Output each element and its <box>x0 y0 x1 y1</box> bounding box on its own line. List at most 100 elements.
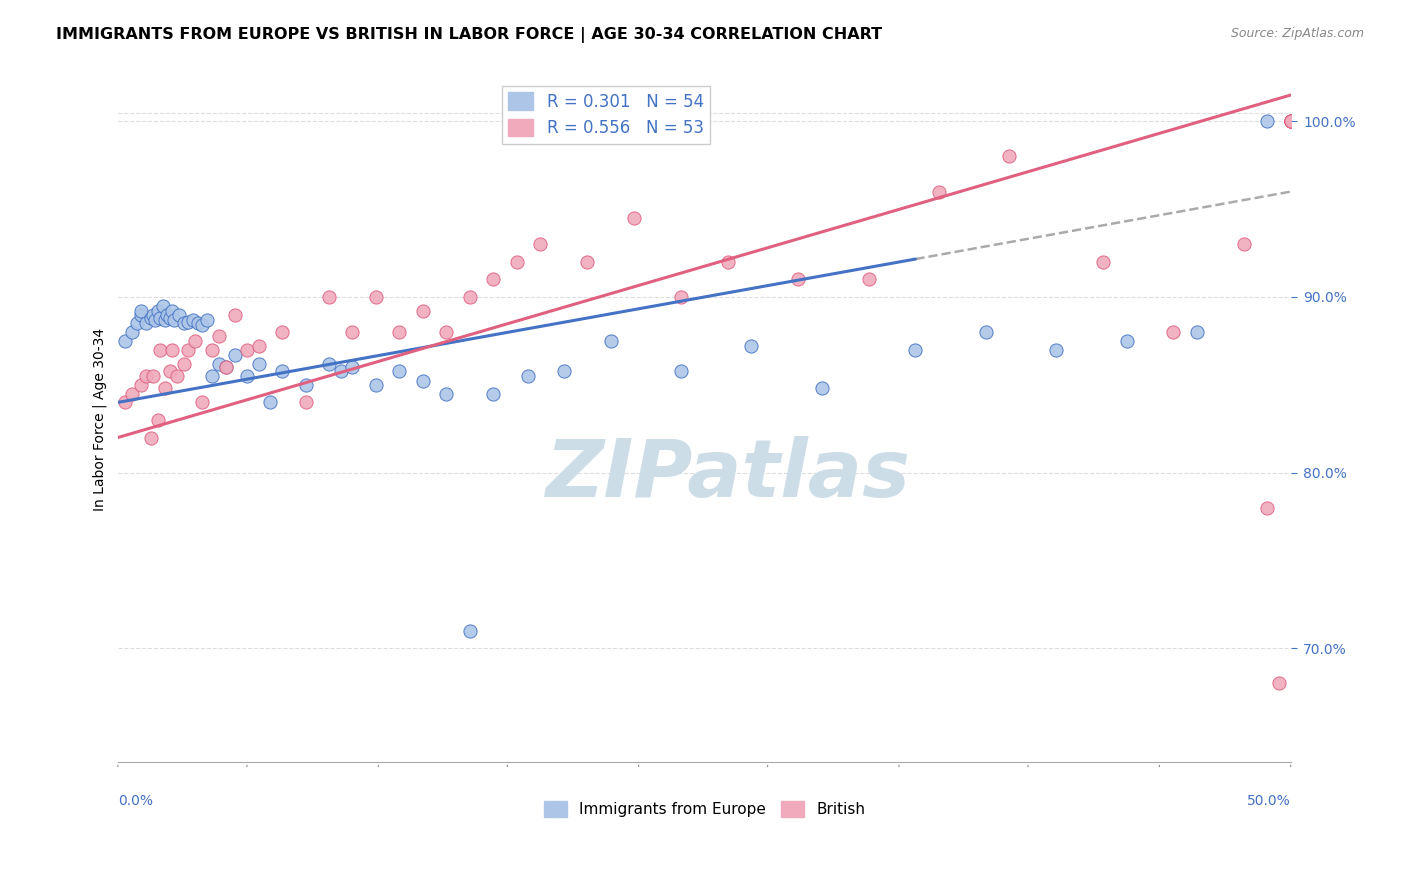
Point <box>146 304 169 318</box>
Point <box>329 364 352 378</box>
Point <box>166 369 188 384</box>
Point <box>142 308 165 322</box>
Point <box>787 272 810 286</box>
Point <box>259 395 281 409</box>
Point <box>1256 114 1278 128</box>
Point <box>149 311 172 326</box>
Point <box>149 343 172 357</box>
Point <box>529 237 551 252</box>
Legend: Immigrants from Europe, British: Immigrants from Europe, British <box>537 795 872 823</box>
Point <box>928 185 950 199</box>
Point <box>114 334 136 348</box>
Point <box>623 211 645 225</box>
Point <box>342 325 364 339</box>
Point <box>156 308 179 322</box>
Point <box>342 360 364 375</box>
Point <box>1163 325 1185 339</box>
Point <box>247 339 270 353</box>
Point <box>1279 114 1302 128</box>
Point <box>195 313 218 327</box>
Point <box>1092 255 1115 269</box>
Point <box>482 386 505 401</box>
Point <box>135 369 157 384</box>
Point <box>1279 114 1302 128</box>
Point <box>135 316 157 330</box>
Point <box>159 364 181 378</box>
Point <box>159 311 181 326</box>
Point <box>318 357 340 371</box>
Point <box>458 290 481 304</box>
Point <box>153 381 176 395</box>
Point <box>1279 114 1302 128</box>
Point <box>271 325 294 339</box>
Point <box>160 343 183 357</box>
Point <box>121 325 143 339</box>
Point <box>904 343 927 357</box>
Point <box>191 395 214 409</box>
Point <box>717 255 740 269</box>
Point <box>271 364 294 378</box>
Point <box>139 311 162 326</box>
Point <box>177 343 200 357</box>
Point <box>121 386 143 401</box>
Point <box>505 255 527 269</box>
Point <box>224 348 246 362</box>
Point <box>1268 676 1291 690</box>
Point <box>998 149 1021 163</box>
Point <box>187 316 209 330</box>
Point <box>184 334 207 348</box>
Point <box>208 357 231 371</box>
Point <box>131 308 153 322</box>
Point <box>236 343 259 357</box>
Point <box>553 364 575 378</box>
Point <box>517 369 540 384</box>
Point <box>1279 114 1302 128</box>
Point <box>599 334 621 348</box>
Point <box>191 318 214 332</box>
Point <box>364 377 387 392</box>
Text: 50.0%: 50.0% <box>1247 794 1291 808</box>
Point <box>364 290 387 304</box>
Point <box>153 313 176 327</box>
Point <box>1045 343 1067 357</box>
Point <box>142 369 165 384</box>
Point <box>131 304 153 318</box>
Point <box>1115 334 1137 348</box>
Point <box>167 308 190 322</box>
Point <box>181 313 204 327</box>
Point <box>974 325 997 339</box>
Point <box>458 624 481 638</box>
Text: 0.0%: 0.0% <box>118 794 153 808</box>
Point <box>318 290 340 304</box>
Point <box>482 272 505 286</box>
Point <box>1233 237 1256 252</box>
Y-axis label: In Labor Force | Age 30-34: In Labor Force | Age 30-34 <box>93 328 107 511</box>
Point <box>1256 500 1278 515</box>
Point <box>412 374 434 388</box>
Point <box>145 313 167 327</box>
Point <box>294 377 316 392</box>
Point <box>1185 325 1208 339</box>
Text: IMMIGRANTS FROM EUROPE VS BRITISH IN LABOR FORCE | AGE 30-34 CORRELATION CHART: IMMIGRANTS FROM EUROPE VS BRITISH IN LAB… <box>56 27 883 43</box>
Point <box>434 325 457 339</box>
Point <box>177 315 200 329</box>
Point <box>669 290 692 304</box>
Point <box>388 364 411 378</box>
Point <box>173 357 195 371</box>
Point <box>236 369 259 384</box>
Point <box>1279 114 1302 128</box>
Point <box>669 364 692 378</box>
Point <box>810 381 832 395</box>
Point <box>160 304 183 318</box>
Point <box>215 360 238 375</box>
Point <box>131 377 153 392</box>
Point <box>740 339 762 353</box>
Point <box>215 360 238 375</box>
Point <box>163 313 186 327</box>
Point <box>208 328 231 343</box>
Point <box>388 325 411 339</box>
Point <box>294 395 316 409</box>
Point <box>125 316 148 330</box>
Point <box>247 357 270 371</box>
Point <box>152 299 174 313</box>
